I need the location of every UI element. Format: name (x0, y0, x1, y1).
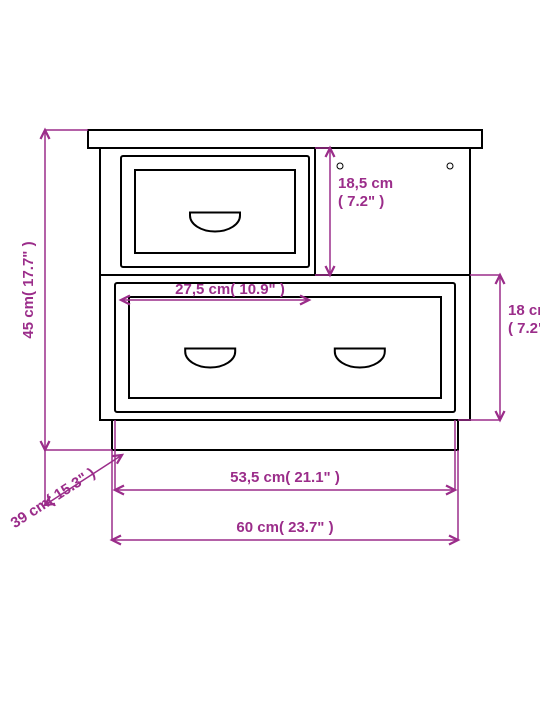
dim-height-left: 45 cm( 17.7" ) (20, 241, 37, 338)
dim-inner-width: 53,5 cm( 21.1" ) (230, 469, 340, 486)
dimension-diagram: 45 cm( 17.7" ) 39 cm( 15.3" ) 60 cm( 23.… (0, 0, 540, 720)
dim-depth-left: 39 cm( 15.3" ) (8, 465, 99, 532)
dim-width-bottom: 60 cm( 23.7" ) (236, 519, 333, 536)
dim-drawer-width: 27,5 cm( 10.9" ) (175, 281, 285, 298)
furniture-outline (88, 130, 482, 450)
dim-lower-height: 18 cm( 7.2" ) (508, 302, 540, 337)
dim-shelf-height: 18,5 cm( 7.2" ) (338, 175, 393, 210)
